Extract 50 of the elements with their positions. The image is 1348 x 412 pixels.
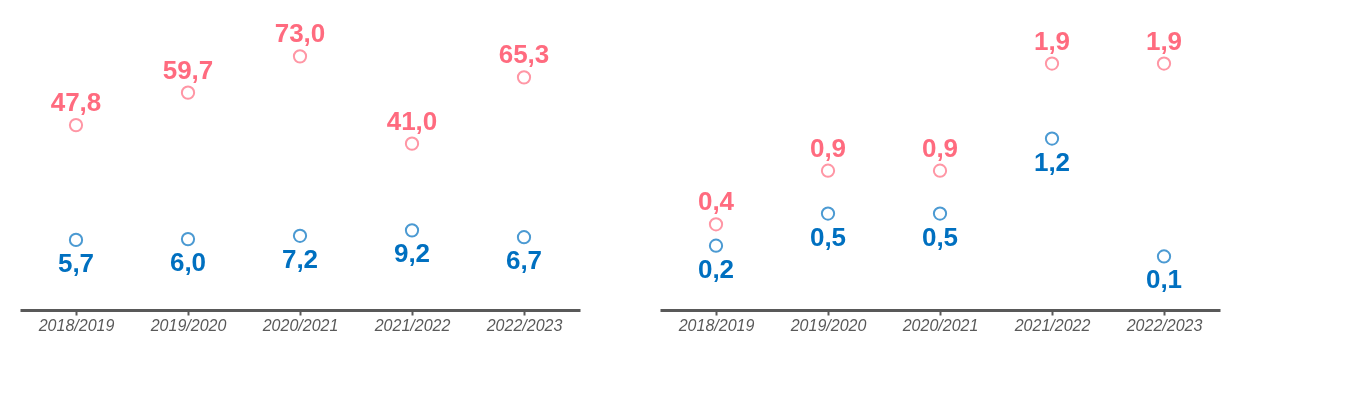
x-tick-label: 2020/2021: [901, 316, 979, 334]
data-label: 1,9: [1033, 25, 1071, 56]
data-label: 0,1: [1145, 264, 1183, 295]
data-label: 0,9: [921, 132, 959, 163]
point: [404, 223, 420, 238]
data-label: 41,0: [386, 105, 438, 136]
point: [820, 206, 836, 221]
data-label: 0,2: [697, 253, 735, 284]
data-label: 73,0: [274, 18, 326, 49]
point: [516, 70, 532, 85]
point: [292, 228, 308, 243]
point: [1044, 56, 1060, 71]
point: [1044, 131, 1060, 146]
point: [180, 85, 196, 100]
point: [68, 232, 84, 248]
x-tick-label: 2019/2020: [149, 316, 227, 334]
point: [292, 49, 308, 64]
x-tick-label: 2018/2019: [677, 316, 755, 334]
point: [708, 238, 724, 253]
point: [516, 230, 532, 245]
x-tick-label: 2019/2020: [789, 316, 867, 334]
point: [708, 217, 724, 232]
data-label: 0,4: [697, 186, 735, 217]
data-label: 7,2: [281, 243, 319, 274]
x-tick-label: 2022/2023: [1125, 316, 1203, 334]
point: [404, 136, 420, 151]
data-label: 9,2: [393, 238, 431, 269]
x-tick-label: 2021/2022: [373, 316, 451, 334]
data-label: 65,3: [498, 39, 550, 70]
point: [932, 206, 948, 221]
data-label: 0,5: [809, 221, 847, 252]
x-tick-label: 2022/2023: [485, 316, 563, 334]
data-label: 6,0: [169, 247, 207, 278]
data-label: 6,7: [505, 245, 543, 276]
x-tick-label: 2018/2019: [37, 316, 115, 334]
point: [68, 117, 84, 133]
data-label: 0,9: [809, 132, 847, 163]
point: [932, 163, 948, 178]
data-label: 47,8: [50, 87, 102, 118]
data-label: 5,7: [57, 247, 95, 278]
x-tick-label: 2021/2022: [1013, 316, 1091, 334]
point: [180, 231, 196, 247]
data-label: 1,2: [1033, 146, 1071, 177]
data-label: 0,5: [921, 221, 959, 252]
x-tick-label: 2020/2021: [261, 316, 339, 334]
point: [1156, 56, 1172, 71]
point: [1156, 249, 1172, 264]
point: [820, 163, 836, 178]
data-label: 59,7: [162, 54, 214, 85]
data-label: 1,9: [1145, 25, 1183, 56]
